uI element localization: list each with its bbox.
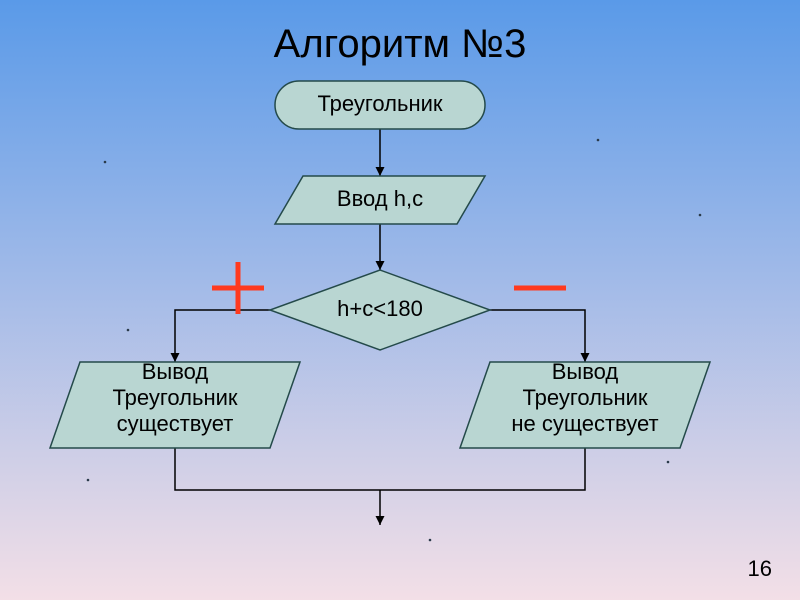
slide-title: Алгоритм №3 xyxy=(0,22,800,67)
node-out_no: ВыводТреугольникне существует xyxy=(460,359,710,448)
node-start: Треугольник xyxy=(275,81,485,129)
node-label-start: Треугольник xyxy=(317,91,442,116)
node-label-input: Ввод h,c xyxy=(337,186,423,211)
decor-dot xyxy=(104,161,107,164)
flowchart-svg: Треугольник Ввод h,c h+c<180 ВыводТреугольн… xyxy=(0,0,800,600)
node-input: Ввод h,c xyxy=(275,176,485,224)
decor-dot xyxy=(87,479,90,482)
decor-dot xyxy=(667,461,670,464)
node-label-decision: h+c<180 xyxy=(337,296,423,321)
node-out_yes: ВыводТреугольниксуществует xyxy=(50,359,300,448)
decor-dot xyxy=(127,329,130,332)
slide: Треугольник Ввод h,c h+c<180 ВыводТреугольн… xyxy=(0,0,800,600)
decor-dot xyxy=(699,214,702,217)
decor-dot xyxy=(429,539,432,542)
page-number: 16 xyxy=(748,556,772,582)
decor-dot xyxy=(597,139,600,142)
